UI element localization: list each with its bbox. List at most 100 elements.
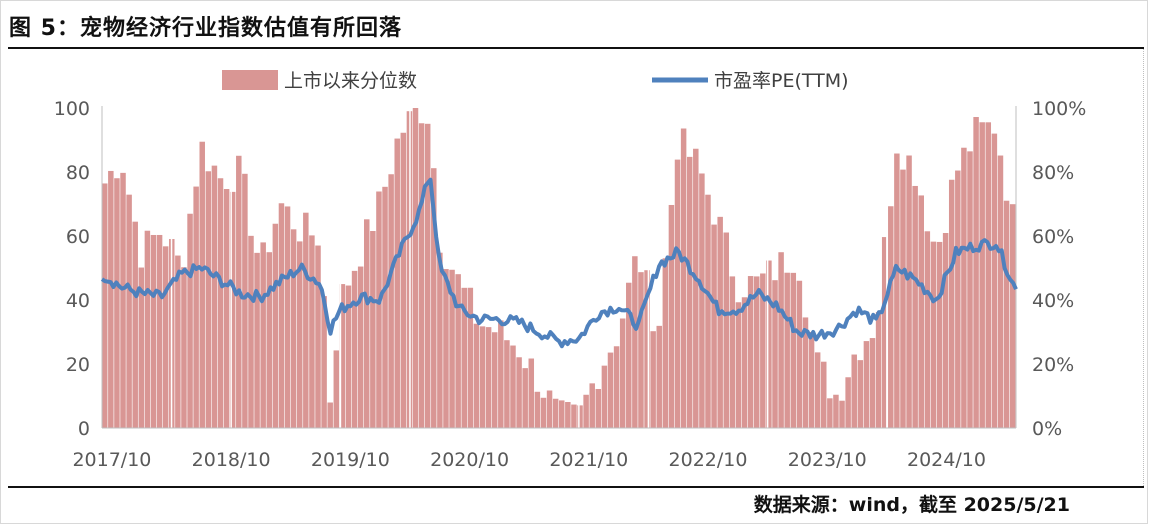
bar [723,232,730,428]
bar [479,326,486,428]
bar [589,383,595,428]
bar [467,287,474,428]
bar [345,285,352,428]
bar [571,404,577,428]
bar [388,174,394,428]
bar [802,317,809,428]
y-tick-label-left: 100 [54,98,90,120]
bar [114,178,120,428]
legend-line-label: 市盈率PE(TTM) [714,70,849,92]
bar [924,231,931,428]
bar [985,122,992,429]
y-tick-label-left: 0 [78,418,90,440]
bar [729,276,736,428]
bar [753,276,760,428]
bar [339,284,346,428]
bar [955,170,961,429]
bar [936,241,943,428]
bar [205,171,212,428]
bar [144,230,151,428]
y-tick-label-left: 40 [66,290,90,312]
y-tick-label-left: 80 [66,162,90,184]
bar [510,345,516,428]
bar [193,186,199,428]
x-tick-label: 2022/10 [669,449,748,471]
bar [632,256,638,428]
x-tick-label: 2023/10 [788,449,867,471]
bar-series [102,103,1016,429]
bar [199,141,205,428]
bar [138,267,145,428]
bar [229,191,236,428]
bar [948,179,955,428]
bar [619,318,626,428]
bar [357,266,364,428]
bar [686,156,693,428]
bar [321,296,327,428]
bar [455,274,461,428]
bar [412,108,419,428]
bar [126,194,132,428]
bar [595,388,602,428]
bar [705,194,711,428]
y-tick-label-left: 20 [66,354,90,376]
bar [851,354,857,428]
bar [296,241,303,428]
y-tick-label-right: 0% [1032,418,1062,440]
bar [821,361,827,428]
bar [382,186,388,428]
bar [540,397,547,428]
bar [674,159,681,429]
bar [364,219,370,428]
bar [394,138,400,428]
bar [644,270,650,428]
title-rule [8,47,1144,49]
y-tick-label-right: 80% [1032,162,1074,184]
bar [961,147,967,428]
bar [120,172,126,428]
x-tick-label: 2018/10 [192,449,271,471]
bar [766,260,772,428]
bar [912,185,918,428]
bar [699,173,705,428]
bar [418,123,425,428]
bar [747,276,754,428]
bar [814,352,821,428]
bar [461,287,467,428]
x-tick-label: 2017/10 [72,449,151,471]
bar [772,280,778,428]
bar [217,178,224,428]
bar [906,155,912,428]
bar [601,365,608,428]
bar [967,151,973,428]
bar [485,327,492,428]
bar [309,235,315,428]
bar [449,269,455,428]
bar [370,231,376,428]
bar [333,350,340,428]
bar [973,117,979,428]
frame-dotted-edge [1143,49,1144,486]
bar [808,331,815,428]
x-tick-label: 2021/10 [549,449,628,471]
left-y-ticks: 0 20 40 60 80 100 [54,98,90,440]
bar [863,341,870,428]
bar [918,195,924,428]
pe-line-series [100,177,1018,349]
source-rule [8,486,1144,488]
y-tick-label-right: 60% [1032,226,1074,248]
bar [242,173,248,428]
bar [680,128,687,428]
bar [741,297,748,428]
bar [875,311,882,428]
bar [760,273,766,428]
bar [211,165,218,428]
bar [900,169,906,428]
bar [717,216,723,428]
bar [638,272,644,428]
bar [827,398,833,428]
y-tick-label-left: 60 [66,226,90,248]
bar [284,206,291,428]
bar [778,252,784,428]
